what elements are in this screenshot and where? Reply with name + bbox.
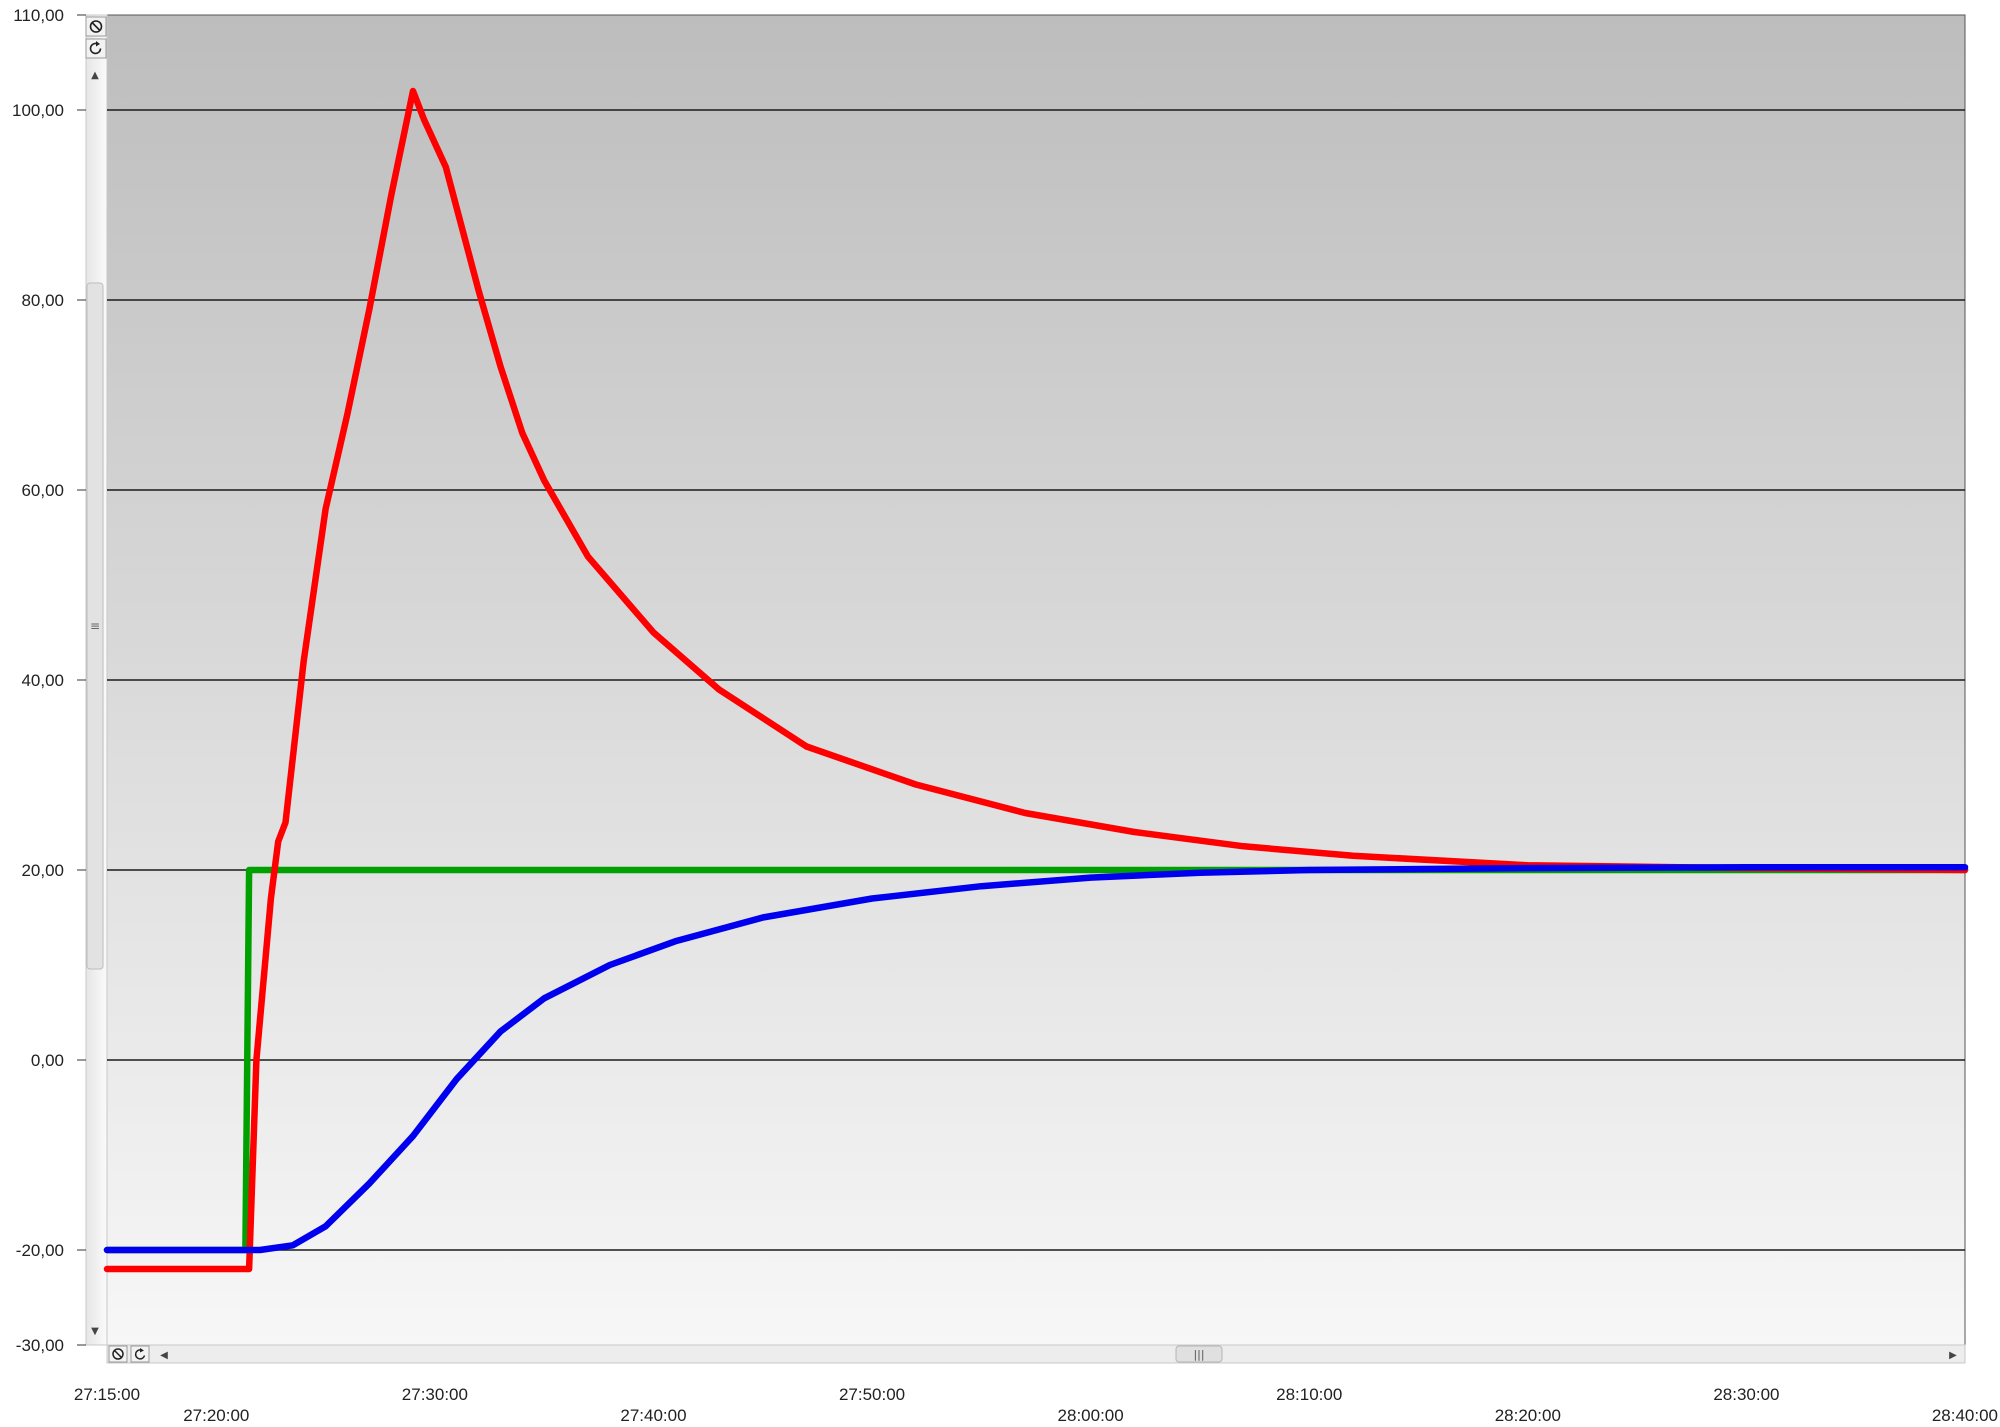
x-tick-label: 28:40:00 xyxy=(1932,1406,1998,1425)
y-tick-label: -30,00 xyxy=(16,1336,64,1355)
series-lines xyxy=(103,87,1969,1273)
reset-zoom-icon[interactable] xyxy=(85,16,107,37)
y-tick-label: 60,00 xyxy=(21,481,64,500)
refresh-icon[interactable] xyxy=(85,38,107,59)
scroll-left-arrow[interactable]: ◀ xyxy=(160,1350,168,1361)
x-tick-label: 28:30:00 xyxy=(1713,1385,1779,1404)
scroll-down-arrow[interactable]: ▼ xyxy=(91,1326,99,1337)
y-axis: 110,00 100,00 80,00 60,00 40,00 20,00 0,00 -20,… xyxy=(12,6,86,1355)
y-tick-label: -20,00 xyxy=(16,1241,64,1260)
series-line-3 xyxy=(103,863,1969,1254)
x-tick-label: 27:50:00 xyxy=(839,1385,905,1404)
vertical-scroll-grip: ≡ xyxy=(90,619,100,633)
y-tick-label: 40,00 xyxy=(21,671,64,690)
y-tick-label: 0,00 xyxy=(31,1051,64,1070)
x-tick-label: 27:40:00 xyxy=(620,1406,686,1425)
y-tick-label: 20,00 xyxy=(21,861,64,880)
scroll-right-arrow[interactable]: ▶ xyxy=(1949,1350,1957,1361)
vertical-scroll-thumb[interactable] xyxy=(86,282,104,970)
y-tick-label: 100,00 xyxy=(12,101,64,120)
x-tick-label: 27:30:00 xyxy=(402,1385,468,1404)
horizontal-scroll-thumb[interactable] xyxy=(1175,1345,1223,1363)
horizontal-scrollbar[interactable]: ||| ◀ ▶ xyxy=(106,1344,1966,1364)
x-tick-label: 28:20:00 xyxy=(1495,1406,1561,1425)
vertical-scrollbar[interactable]: ≡ ▲ ▼ xyxy=(85,14,108,1346)
x-tick-label: 28:00:00 xyxy=(1058,1406,1124,1425)
x-tick-label: 27:15:00 xyxy=(74,1385,140,1404)
series-line-2 xyxy=(103,87,1969,1273)
horizontal-scroll-grip: ||| xyxy=(1193,1348,1204,1361)
x-axis: 27:15:00 27:20:00 27:30:00 27:40:00 27:50:00… xyxy=(74,1385,1998,1425)
reset-zoom-icon[interactable] xyxy=(108,1345,128,1363)
x-tick-label: 28:10:00 xyxy=(1276,1385,1342,1404)
x-tick-label: 27:20:00 xyxy=(183,1406,249,1425)
scroll-up-arrow[interactable]: ▲ xyxy=(91,70,99,81)
y-tick-label: 80,00 xyxy=(21,291,64,310)
y-tick-label: 110,00 xyxy=(13,6,64,25)
refresh-icon[interactable] xyxy=(130,1345,150,1363)
